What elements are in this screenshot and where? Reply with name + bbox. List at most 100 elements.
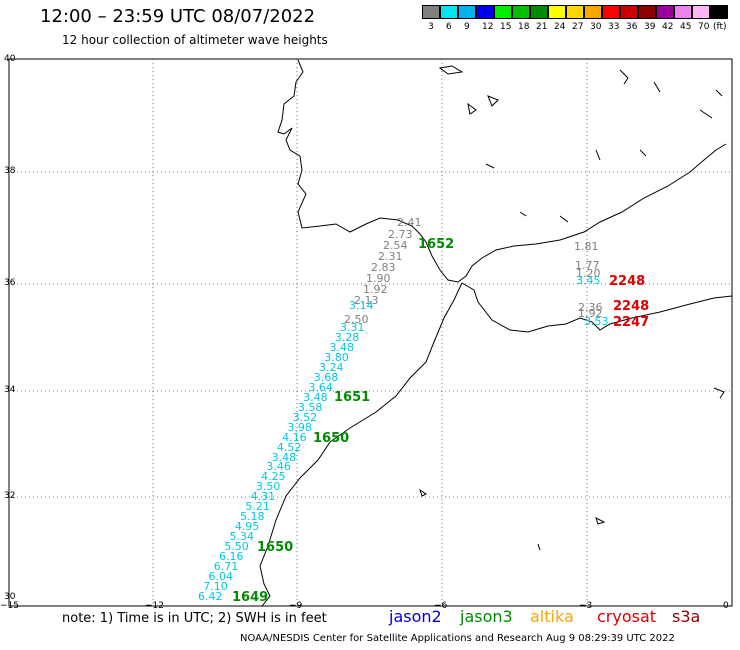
time-label: 1652 <box>418 237 455 252</box>
swh-label: 1.92 <box>363 283 388 296</box>
lon-tick-label: −9 <box>289 601 303 611</box>
swh-label: 2.41 <box>397 216 422 229</box>
legend-swatch <box>530 5 548 19</box>
swh-label: 3.48 <box>329 340 354 354</box>
legend-swatch <box>494 5 512 19</box>
legend-swatch <box>512 5 530 19</box>
legend-label: 70 <box>698 22 710 32</box>
graticule <box>9 59 732 606</box>
swh-label: 1.90 <box>366 272 391 285</box>
swh-label: 4.16 <box>282 430 307 444</box>
swh-label: 3.24 <box>318 360 344 374</box>
time-label: 1650 <box>313 431 350 446</box>
swh-label: 5.34 <box>229 530 255 544</box>
legend-label: 9 <box>464 22 470 32</box>
swh-label: 6.04 <box>208 570 234 584</box>
swh-label: 2.36 <box>578 301 603 314</box>
swh-label: 2.13 <box>354 294 379 307</box>
satellite-cryosat: cryosat <box>597 607 657 626</box>
time-label: 1650 <box>257 540 294 555</box>
swh-label: 6.16 <box>219 550 244 564</box>
swh-label: 5.50 <box>224 540 249 554</box>
time-label: 2248 <box>613 299 650 314</box>
credit-line: NOAA/NESDIS Center for Satellite Applica… <box>240 633 675 644</box>
swh-label: 2.54 <box>383 239 408 252</box>
swh-label: 3.14 <box>349 299 374 312</box>
legend-swatch <box>656 5 674 19</box>
legend-swatch <box>440 5 458 19</box>
swh-label: 3.80 <box>324 350 349 364</box>
swh-label: 3.45 <box>576 274 601 287</box>
time-label: 1651 <box>334 390 371 405</box>
swh-label: 2.50 <box>344 313 369 326</box>
lat-tick-label: 34 <box>4 385 16 395</box>
legend-swatch <box>710 5 728 19</box>
lat-tick-label: 30 <box>4 592 16 602</box>
swh-label: 2.83 <box>371 261 396 274</box>
legend-label: 6 <box>446 22 452 32</box>
legend-swatch <box>620 5 638 19</box>
footnote: note: 1) Time is in UTC; 2) SWH is in fe… <box>62 611 327 626</box>
swh-label: 1.20 <box>576 267 601 280</box>
legend-swatch <box>584 5 602 19</box>
legend-swatch <box>476 5 494 19</box>
lat-tick-label: 36 <box>4 278 16 288</box>
legend-swatch <box>674 5 692 19</box>
swh-label: 5.18 <box>240 510 265 524</box>
swh-label: 7.10 <box>203 580 228 594</box>
swh-label: 4.25 <box>261 470 286 484</box>
legend-swatch <box>422 5 440 19</box>
map-frame <box>8 58 733 607</box>
map-title: 12:00 – 23:59 UTC 08/07/2022 <box>40 6 316 27</box>
legend-swatch <box>692 5 710 19</box>
lon-tick-label: −12 <box>145 601 164 611</box>
swh-label: 6.42 <box>198 590 223 603</box>
swh-label: 3.53 <box>584 315 609 328</box>
swh-label: 3.50 <box>255 480 281 494</box>
swh-label: 2.31 <box>378 250 403 263</box>
swh-label: 4.31 <box>250 490 276 504</box>
swh-label: 1.81 <box>574 240 599 253</box>
legend-label: 39 <box>644 22 656 32</box>
lat-tick-label: 38 <box>4 166 16 176</box>
time-label: 2247 <box>613 315 650 330</box>
map-subtitle: 12 hour collection of altimeter wave hei… <box>62 33 328 47</box>
legend-label: 18 <box>518 22 530 32</box>
lat-tick-label: 32 <box>4 491 16 501</box>
swh-label: 3.98 <box>287 420 312 434</box>
swh-label: 4.95 <box>234 520 260 534</box>
legend-label: 12 <box>482 22 494 32</box>
satellite-jason3: jason3 <box>460 607 513 626</box>
legend-unit: (ft) <box>713 22 727 32</box>
legend-label: 15 <box>500 22 512 32</box>
legend-label: 30 <box>590 22 602 32</box>
satellite-altika: altika <box>530 607 574 626</box>
lat-tick-label: 40 <box>4 54 16 64</box>
legend-label: 33 <box>608 22 620 32</box>
legend-swatch <box>602 5 620 19</box>
swh-label: 2.73 <box>388 228 413 241</box>
legend-label: 24 <box>554 22 566 32</box>
legend-label: 42 <box>662 22 674 32</box>
coastline <box>259 59 733 607</box>
legend-label: 27 <box>572 22 584 32</box>
time-label: 2248 <box>609 274 646 289</box>
legend-swatch <box>458 5 476 19</box>
swh-label: 6.71 <box>213 560 239 574</box>
legend-swatch <box>548 5 566 19</box>
swh-label: 3.48 <box>271 450 297 464</box>
lon-tick-label: −6 <box>434 601 448 611</box>
satellite-s3a: s3a <box>672 607 701 626</box>
swh-label: 3.31 <box>340 321 365 334</box>
swh-label: 3.64 <box>308 380 333 394</box>
swh-label: 1.77 <box>575 259 600 272</box>
legend-label: 36 <box>626 22 638 32</box>
legend-swatch <box>566 5 584 19</box>
swh-label: 3.46 <box>266 460 291 474</box>
swh-label: 4.52 <box>276 440 302 454</box>
satellite-jason2: jason2 <box>389 607 442 626</box>
swh-label: 3.28 <box>334 330 360 344</box>
swh-label: 3.58 <box>297 400 323 414</box>
lon-tick-label: −15 <box>0 601 19 611</box>
